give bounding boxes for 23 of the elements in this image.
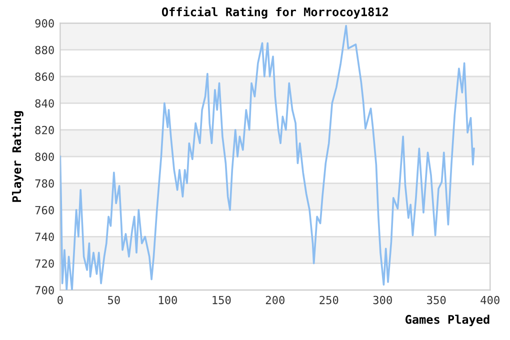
y-axis-title: Player Rating [11, 111, 24, 202]
x-tick-label: 0 [58, 296, 63, 304]
y-tick-label: 860 [35, 72, 54, 81]
y-tick-label: 820 [35, 126, 54, 134]
y-tick-label: 740 [35, 232, 54, 242]
x-tick-label: 200 [266, 296, 284, 304]
x-tick-label: 150 [212, 296, 231, 304]
y-tick-label: 900 [35, 19, 54, 28]
y-tick-label: 720 [35, 259, 54, 268]
x-tick-label: 100 [158, 296, 177, 304]
x-tick-label: 350 [427, 296, 446, 304]
x-tick-label: 50 [108, 296, 120, 304]
y-tick-label: 700 [35, 286, 54, 294]
x-tick-label: 300 [373, 296, 392, 304]
x-tick-label: 400 [480, 296, 500, 304]
y-tick-label: 780 [35, 179, 54, 188]
y-tick-label: 880 [35, 46, 54, 54]
x-tick-label: 250 [320, 296, 338, 304]
y-tick-label: 840 [35, 99, 54, 108]
chart-title: Official Rating for Morrocoy1812 [162, 6, 388, 19]
y-tick-label: 760 [35, 206, 54, 214]
x-axis-title: Games Played [405, 314, 490, 326]
y-tick-label: 800 [35, 152, 54, 161]
